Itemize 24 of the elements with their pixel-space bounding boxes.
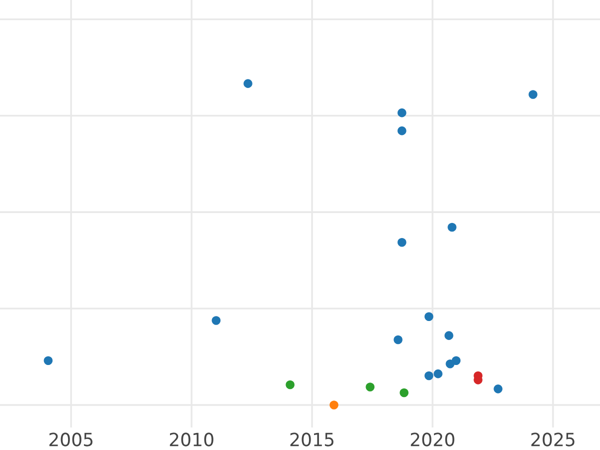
point [394, 335, 402, 344]
point [44, 356, 53, 366]
x-tick-label: 2015 [290, 432, 334, 446]
point [444, 331, 454, 340]
point [398, 238, 406, 247]
point [212, 316, 221, 325]
x-tick-label: 2020 [410, 432, 454, 446]
point [244, 79, 252, 88]
x-tick-label: 2010 [170, 432, 214, 446]
point [446, 359, 455, 368]
point [448, 222, 456, 232]
point [286, 380, 295, 390]
point [398, 126, 406, 136]
x-tick-label: 2025 [531, 432, 574, 446]
point [424, 371, 434, 380]
point [398, 108, 406, 118]
point [330, 400, 338, 410]
point [528, 90, 538, 99]
x-tick-label: 2005 [49, 432, 92, 446]
point [366, 382, 375, 392]
point [400, 388, 408, 398]
point [424, 312, 434, 321]
point [494, 384, 502, 394]
point [434, 369, 442, 378]
